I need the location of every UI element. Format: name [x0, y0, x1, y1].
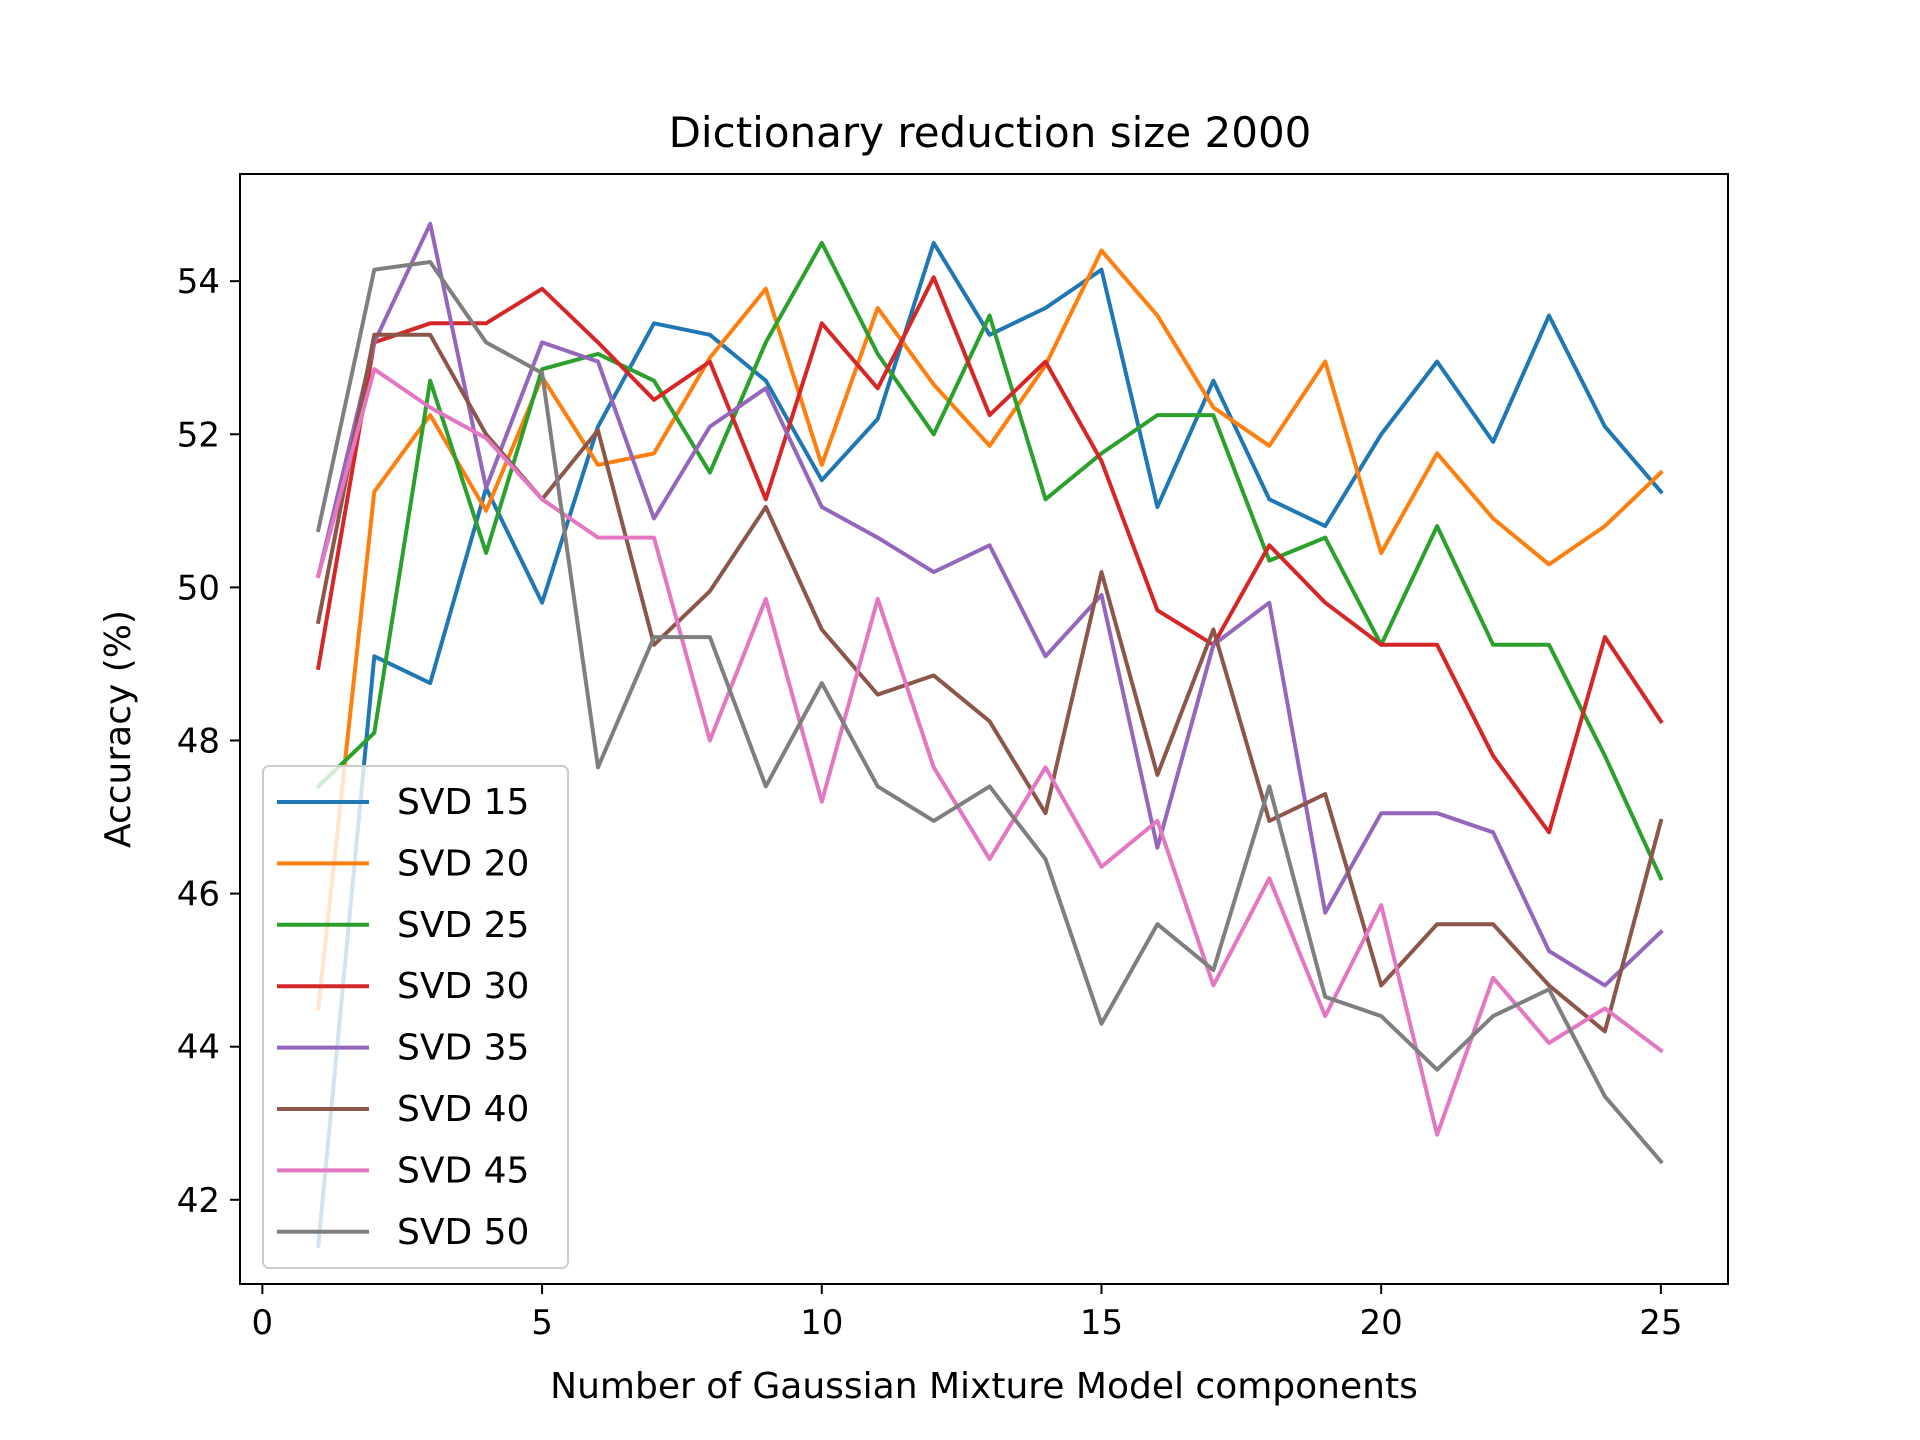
legend-label-5: SVD 35 [397, 1028, 529, 1069]
legend-label-7: SVD 45 [397, 1150, 529, 1191]
y-axis: 42 44 46 48 50 52 54 [177, 262, 240, 1221]
axes-frame [239, 173, 1729, 1285]
x-axis: 0 5 10 15 20 25 [252, 1284, 1683, 1343]
series-line-1 [316, 240, 1664, 1248]
x-axis-label: Number of Gaussian Mixture Model compone… [550, 1366, 1418, 1407]
legend-label-8: SVD 50 [397, 1212, 529, 1253]
x-tick-label: 15 [1080, 1303, 1123, 1343]
y-axis-label: Accuracy (%) [98, 610, 139, 848]
series-line-4 [315, 275, 1664, 835]
legend-label-1: SVD 15 [397, 782, 529, 823]
series-line-3 [315, 240, 1664, 881]
series-line-8 [315, 260, 1664, 1165]
y-tick-label: 42 [177, 1181, 220, 1221]
chart-title: Dictionary reduction size 2000 [669, 108, 1312, 157]
legend-label-3: SVD 25 [397, 905, 529, 946]
x-tick-label: 5 [531, 1303, 553, 1343]
legend-label-2: SVD 20 [397, 843, 529, 884]
series-line-7 [315, 367, 1664, 1137]
y-tick-label: 48 [177, 721, 220, 761]
plot-area [315, 221, 1664, 1248]
y-tick-label: 52 [177, 415, 220, 455]
y-tick-label: 50 [177, 568, 220, 608]
x-tick-label: 10 [800, 1303, 843, 1343]
y-tick-label: 44 [177, 1028, 220, 1068]
legend-box [262, 765, 569, 1269]
x-tick-label: 0 [252, 1303, 274, 1343]
x-tick-label: 25 [1639, 1303, 1682, 1343]
x-tick-label: 20 [1360, 1303, 1403, 1343]
legend-label-6: SVD 40 [397, 1089, 529, 1130]
series-line-5 [315, 221, 1664, 988]
y-tick-label: 46 [177, 875, 220, 915]
legend: SVD 15 SVD 20 SVD 25 SVD 30 SVD 35 SVD 40 SVD … [262, 765, 569, 1269]
legend-label-4: SVD 30 [397, 966, 529, 1007]
y-tick-label: 54 [177, 262, 220, 302]
